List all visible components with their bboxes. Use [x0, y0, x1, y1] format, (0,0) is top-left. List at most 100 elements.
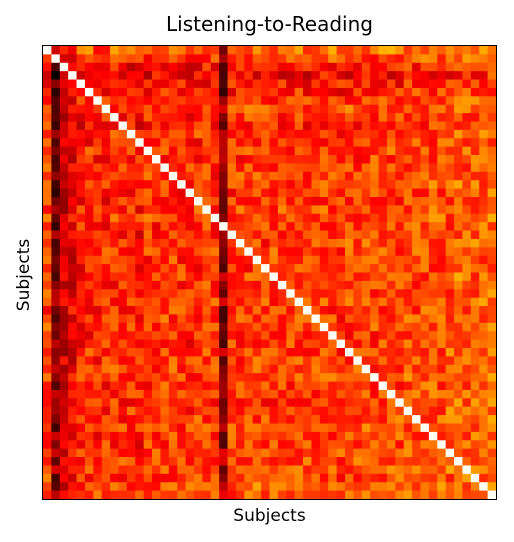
heatmap-cell — [219, 46, 228, 55]
heatmap-cell — [219, 230, 228, 240]
heatmap-cell — [219, 155, 228, 164]
heatmap-cell — [152, 113, 161, 122]
heatmap-cell — [428, 96, 438, 106]
heatmap-cell — [252, 87, 262, 97]
heatmap-cell — [353, 348, 363, 357]
heatmap-cell — [84, 71, 94, 80]
heatmap-cell — [454, 314, 463, 324]
heatmap-cell — [118, 222, 128, 231]
heatmap-cell — [395, 62, 405, 72]
heatmap-cell — [487, 96, 496, 106]
heatmap-cell — [185, 54, 195, 64]
heatmap-cell — [110, 96, 119, 106]
heatmap-cell — [101, 129, 111, 139]
heatmap-cell — [135, 465, 145, 475]
heatmap-cell — [353, 71, 363, 80]
heatmap-cell — [454, 280, 463, 290]
heatmap-cell — [244, 457, 254, 466]
heatmap-cell — [168, 222, 178, 231]
heatmap-cell — [219, 171, 228, 181]
heatmap-cell — [294, 46, 304, 55]
heatmap-cell — [93, 121, 103, 131]
heatmap-cell — [168, 264, 178, 273]
heatmap-cell — [462, 138, 472, 148]
heatmap-cell — [152, 322, 161, 332]
heatmap-cell — [252, 448, 262, 458]
heatmap-cell — [454, 264, 463, 273]
heatmap-cell — [420, 205, 430, 215]
heatmap-cell — [319, 264, 329, 273]
heatmap-cell — [143, 62, 153, 72]
heatmap-cell — [370, 129, 379, 139]
heatmap-cell — [126, 431, 136, 441]
heatmap-cell — [303, 205, 312, 215]
heatmap-cell — [160, 46, 170, 55]
heatmap-cell — [177, 431, 186, 441]
heatmap-cell — [487, 415, 496, 424]
heatmap-cell — [470, 389, 480, 399]
heatmap-cell — [219, 473, 228, 483]
heatmap-cell — [437, 197, 447, 206]
heatmap-cell — [386, 398, 396, 408]
heatmap-cell — [378, 96, 388, 106]
heatmap-cell — [345, 448, 354, 458]
heatmap-cell — [244, 230, 254, 240]
heatmap-cell — [269, 71, 279, 80]
heatmap-cell — [395, 129, 405, 139]
heatmap-cell — [76, 222, 86, 231]
heatmap-cell — [202, 180, 212, 189]
heatmap-cell — [261, 381, 270, 391]
heatmap-cell — [194, 389, 203, 399]
heatmap-cell — [51, 104, 61, 114]
heatmap-cell — [168, 322, 178, 332]
heatmap-cell — [277, 264, 287, 273]
heatmap-cell — [126, 46, 136, 55]
heatmap-cell — [487, 356, 496, 366]
x-axis-label: Subjects — [233, 506, 306, 526]
heatmap-cell — [177, 230, 186, 240]
heatmap-cell — [345, 457, 354, 466]
heatmap-cell — [219, 423, 228, 433]
heatmap-cell — [194, 205, 203, 215]
heatmap-cell — [470, 314, 480, 324]
heatmap-cell — [294, 171, 304, 181]
heatmap-cell — [454, 465, 463, 475]
heatmap-cell — [487, 490, 496, 499]
heatmap-cell — [135, 398, 145, 408]
heatmap-cell — [235, 264, 245, 273]
heatmap-cell — [303, 289, 312, 299]
heatmap-cell — [353, 238, 363, 248]
heatmap-cell — [361, 62, 371, 72]
heatmap-cell — [412, 339, 421, 349]
heatmap-cell — [386, 96, 396, 106]
heatmap-cell — [395, 54, 405, 64]
heatmap-cell — [126, 87, 136, 97]
heatmap-cell — [261, 171, 270, 181]
heatmap-cell — [152, 381, 161, 391]
heatmap-cell — [487, 138, 496, 148]
heatmap-cell — [93, 272, 103, 282]
heatmap-cell — [177, 146, 186, 156]
heatmap-cell — [202, 54, 212, 64]
heatmap-cell — [168, 448, 178, 458]
heatmap-cell — [378, 247, 388, 257]
heatmap-cell — [160, 272, 170, 282]
heatmap-cell — [177, 482, 186, 491]
heatmap-cell — [93, 188, 103, 198]
heatmap-cell — [294, 364, 304, 374]
heatmap-cell — [286, 54, 296, 64]
heatmap-cell — [336, 238, 346, 248]
heatmap-cell — [269, 104, 279, 114]
heatmap-cell — [277, 129, 287, 139]
heatmap-cell — [311, 146, 321, 156]
heatmap-cell — [420, 373, 430, 382]
heatmap-cell — [194, 155, 203, 164]
heatmap-cell — [194, 423, 203, 433]
heatmap-cell — [470, 213, 480, 223]
heatmap-cell — [386, 356, 396, 366]
heatmap-cell — [403, 171, 413, 181]
heatmap-cell — [403, 205, 413, 215]
heatmap-cell — [135, 297, 145, 307]
heatmap-cell — [479, 280, 488, 290]
heatmap-cell — [437, 205, 447, 215]
